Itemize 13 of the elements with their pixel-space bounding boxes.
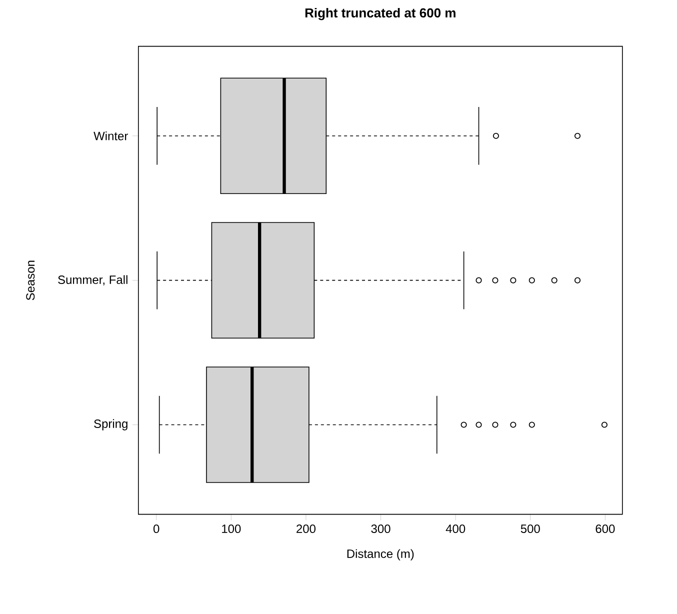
x-tick-label: 300	[371, 524, 390, 534]
x-tick-label: 400	[446, 524, 466, 534]
x-axis-title: Distance (m)	[347, 549, 414, 560]
x-tick-label: 500	[520, 524, 540, 534]
y-axis-title: Season	[26, 260, 35, 300]
chart-title: Right truncated at 600 m	[305, 8, 456, 20]
y-tick-label: Summer, Fall	[58, 275, 128, 286]
x-tick-label: 0	[153, 524, 160, 534]
y-tick-label: Winter	[94, 131, 128, 140]
x-tick-label: 200	[296, 524, 316, 534]
y-tick-label: Spring	[94, 419, 128, 430]
x-tick-label: 600	[596, 524, 615, 534]
x-tick-label: 100	[222, 524, 241, 534]
